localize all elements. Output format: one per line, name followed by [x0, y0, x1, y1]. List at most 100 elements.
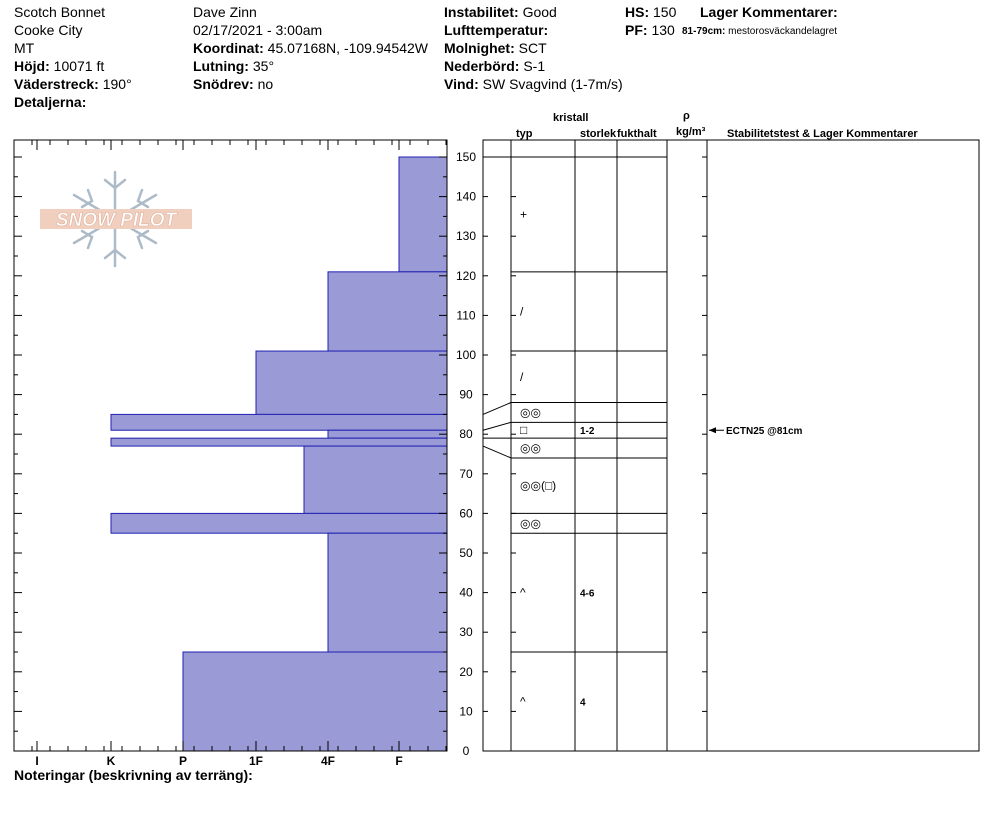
grain-symbol-1: /	[520, 304, 524, 318]
sky-value: SCT	[518, 40, 547, 56]
height-label-5: 50	[459, 546, 473, 560]
elevation: Höjd: 10071 ft	[14, 58, 104, 74]
hardness-bar-3	[110, 413, 448, 431]
hardness-bar-2	[255, 350, 448, 415]
blowing-snow: Snödrev: no	[193, 76, 273, 92]
hs: HS: 150	[625, 4, 676, 20]
coordinates: Koordinat: 45.07168N, -109.94542W	[193, 40, 428, 56]
area: Cooke City	[14, 22, 83, 38]
col-stability: Stabilitetstest & Lager Kommentarer	[727, 128, 918, 140]
hardness-bar-1	[327, 271, 448, 352]
grain-symbol-2: /	[520, 370, 524, 384]
hardness-bar-4	[327, 429, 448, 439]
pf-comment: 81-79cm: mestorosväckandelagret	[682, 24, 837, 40]
col-crystal: kristall	[553, 112, 589, 124]
aspect-label: Väderstreck:	[14, 76, 99, 92]
precip-value: S-1	[523, 58, 546, 74]
height-label-12: 120	[456, 269, 476, 283]
notes-label: Noteringar (beskrivning av terräng):	[14, 767, 253, 783]
pf: PF: 130	[625, 22, 675, 38]
location: Scotch Bonnet	[14, 4, 106, 20]
height-label-11: 110	[456, 308, 475, 322]
slope-value: 35°	[252, 58, 275, 74]
slope: Lutning: 35°	[193, 58, 274, 74]
hardness-bar-5	[110, 437, 448, 447]
elevation-value: 10071 ft	[53, 58, 105, 74]
blowing-value: no	[257, 76, 274, 92]
height-label-0: 0	[463, 744, 470, 758]
coord-label: Koordinat:	[193, 40, 264, 56]
col-rho: ρ	[683, 110, 690, 122]
hardness-tick-label-4: 4F	[321, 754, 335, 768]
blowing-label: Snödrev:	[193, 76, 254, 92]
wind-label: Vind:	[444, 76, 479, 92]
grain-symbol-9: ^	[520, 695, 526, 709]
height-label-14: 140	[456, 190, 476, 204]
datetime: 02/17/2021 - 3:00am	[193, 22, 323, 38]
hardness-tick-label-1: K	[107, 754, 116, 768]
hardness-tick-label-2: P	[179, 754, 187, 768]
height-label-1: 10	[459, 704, 473, 718]
hardness-tick-label-5: F	[395, 754, 402, 768]
snowpilot-logo: SNOW PILOT	[40, 170, 192, 268]
layer-connector-1	[482, 421, 512, 431]
col-type: typ	[516, 128, 533, 140]
stability-test-label-0: ECTN25 @81cm	[726, 426, 803, 437]
coord-value: 45.07168N, -109.94542W	[267, 40, 428, 56]
hs-label: HS:	[625, 4, 650, 20]
grain-size-4: 1-2	[580, 426, 595, 437]
layer-connector-0	[482, 402, 512, 415]
hardness-tick-label-0: I	[35, 754, 38, 768]
sky: Molnighet: SCT	[444, 40, 547, 56]
pf-label: PF:	[625, 22, 648, 38]
precip: Nederbörd: S-1	[444, 58, 545, 74]
height-label-13: 130	[456, 229, 476, 243]
col-size: storlek	[580, 128, 617, 140]
stability-arrow-icon-0	[709, 427, 716, 434]
airtemp-label: Lufttemperatur:	[444, 22, 549, 38]
grain-size-8: 4-6	[580, 589, 595, 600]
height-label-3: 30	[459, 625, 473, 639]
instability-value: Good	[522, 4, 557, 20]
elevation-label: Höjd:	[14, 58, 50, 74]
observer: Dave Zinn	[193, 4, 257, 20]
pf-comment-range: 81-79cm:	[682, 26, 726, 37]
grain-symbol-4: □	[520, 423, 527, 437]
hardness-bar-9	[182, 651, 448, 752]
hardness-tick-label-3: 1F	[249, 754, 263, 768]
aspect-value: 190°	[102, 76, 132, 92]
instability: Instabilitet: Good	[444, 4, 557, 20]
hardness-bar-8	[327, 532, 448, 653]
height-label-6: 60	[459, 506, 473, 520]
height-label-7: 70	[459, 467, 473, 481]
grain-symbol-3: ◎◎	[520, 405, 541, 419]
pf-value: 130	[651, 22, 675, 38]
grain-symbol-6: ◎◎(□)	[520, 479, 556, 493]
hardness-bar-0	[398, 156, 448, 273]
hardness-bar-6	[303, 445, 448, 514]
details-label: Detaljerna:	[14, 94, 87, 110]
aspect: Väderstreck: 190°	[14, 76, 132, 92]
grain-size-9: 4	[580, 698, 586, 709]
strat-frame	[482, 139, 980, 752]
precip-label: Nederbörd:	[444, 58, 520, 74]
grain-symbol-7: ◎◎	[520, 516, 541, 530]
height-label-2: 20	[459, 665, 473, 679]
sky-label: Molnighet:	[444, 40, 515, 56]
pf-comment-text: mestorosväckandelagret	[728, 26, 838, 37]
wind-value: SW Svagvind (1-7m/s)	[482, 76, 623, 92]
grain-symbol-0: +	[520, 207, 527, 221]
layer-connector-3	[482, 445, 512, 459]
grain-symbol-8: ^	[520, 586, 526, 600]
logo-text: SNOW PILOT	[56, 210, 178, 231]
hardness-bar-7	[110, 512, 448, 534]
col-moisture: fukthalt	[617, 128, 657, 140]
slope-label: Lutning:	[193, 58, 249, 74]
height-label-10: 100	[456, 348, 476, 362]
height-label-4: 40	[459, 586, 473, 600]
height-label-8: 80	[459, 427, 473, 441]
instability-label: Instabilitet:	[444, 4, 519, 20]
wind: Vind: SW Svagvind (1-7m/s)	[444, 76, 623, 92]
col-density: kg/m³	[676, 126, 706, 138]
